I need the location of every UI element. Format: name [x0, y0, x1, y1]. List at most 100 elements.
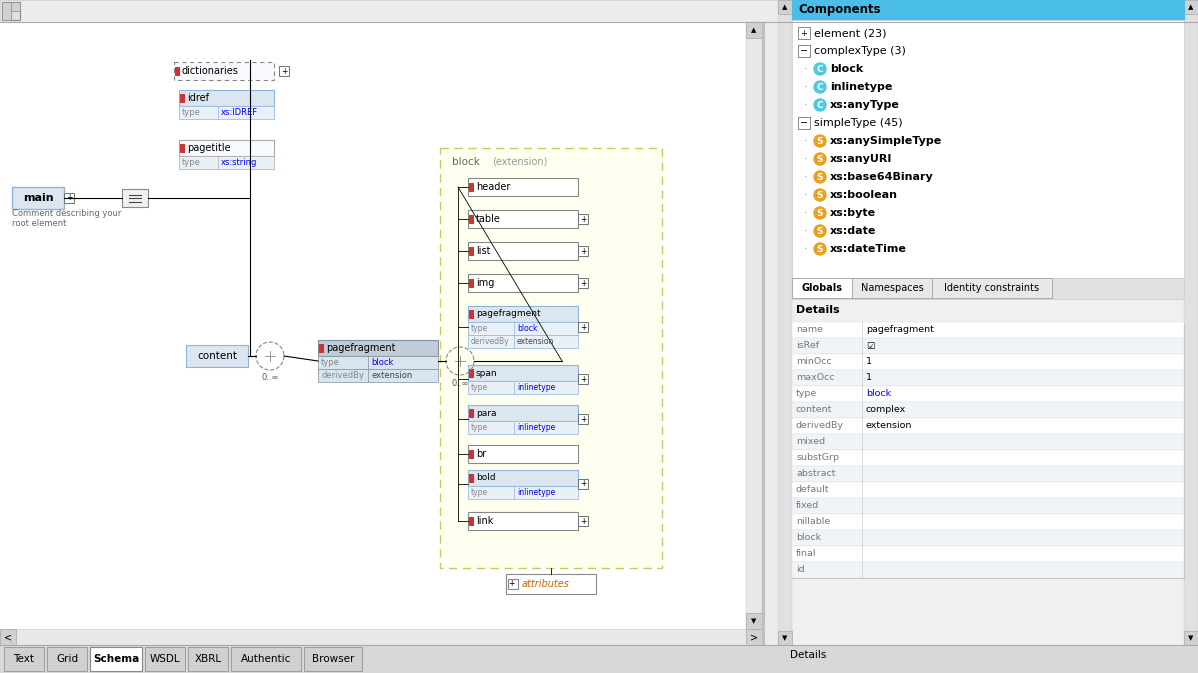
Circle shape	[813, 189, 825, 201]
Text: pagefragment: pagefragment	[326, 343, 395, 353]
Text: S: S	[817, 244, 823, 254]
Bar	[468, 512, 577, 530]
Bar	[792, 562, 1184, 578]
Text: mixed: mixed	[795, 437, 825, 446]
Text: Browser: Browser	[311, 654, 355, 664]
Bar	[468, 306, 577, 322]
Text: maxOcc: maxOcc	[795, 374, 835, 382]
Text: Authentic: Authentic	[241, 654, 291, 664]
Text: +: +	[580, 279, 586, 287]
Bar	[468, 242, 577, 260]
Text: complexType (3): complexType (3)	[813, 46, 906, 56]
Bar	[47, 647, 87, 671]
Bar	[468, 450, 473, 458]
Circle shape	[813, 225, 825, 237]
Text: block: block	[452, 157, 480, 167]
Text: S: S	[817, 227, 823, 236]
Text: span: span	[476, 369, 497, 378]
Text: inlinetype: inlinetype	[518, 488, 555, 497]
Bar	[792, 20, 1184, 278]
Bar	[0, 0, 1198, 22]
Bar	[179, 106, 274, 119]
Bar	[179, 90, 274, 106]
Text: 1: 1	[866, 374, 872, 382]
Text: Grid: Grid	[56, 654, 78, 664]
Bar	[468, 215, 473, 223]
Text: C: C	[817, 83, 823, 92]
Text: id: id	[795, 565, 805, 575]
Circle shape	[813, 207, 825, 219]
Text: S: S	[817, 209, 823, 217]
Bar	[778, 645, 837, 665]
Bar	[63, 193, 74, 203]
Text: pagefragment: pagefragment	[476, 310, 540, 318]
Bar	[0, 22, 762, 645]
Bar	[304, 647, 362, 671]
Text: extension: extension	[371, 371, 412, 380]
Bar	[468, 279, 473, 287]
Text: Components: Components	[798, 3, 881, 17]
Text: br: br	[476, 449, 486, 459]
Bar	[179, 140, 274, 156]
Text: +: +	[66, 194, 72, 203]
Text: list: list	[476, 246, 490, 256]
Text: +: +	[580, 516, 586, 526]
Text: Namespaces: Namespaces	[860, 283, 924, 293]
Text: element (23): element (23)	[813, 28, 887, 38]
Bar	[468, 405, 577, 421]
Text: WSDL: WSDL	[150, 654, 181, 664]
Bar	[792, 402, 1184, 418]
Text: Details: Details	[789, 650, 827, 660]
Bar	[468, 421, 577, 434]
Text: ▼: ▼	[1188, 635, 1193, 641]
Bar	[577, 322, 588, 332]
Bar	[577, 374, 588, 384]
Text: isRef: isRef	[795, 341, 819, 351]
Circle shape	[813, 243, 825, 255]
Text: img: img	[476, 278, 495, 288]
Text: +: +	[580, 415, 586, 423]
Bar	[778, 0, 792, 645]
Bar	[762, 22, 764, 645]
Text: +: +	[580, 374, 586, 384]
Bar	[2, 2, 20, 20]
Text: +: +	[508, 579, 514, 588]
Bar	[792, 370, 1184, 386]
Text: content: content	[795, 406, 833, 415]
Bar	[468, 470, 577, 486]
Text: abstract: abstract	[795, 470, 835, 479]
Bar	[468, 517, 473, 525]
Text: inlinetype: inlinetype	[518, 423, 555, 432]
Text: xs:base64Binary: xs:base64Binary	[830, 172, 933, 182]
Bar	[180, 144, 184, 152]
Text: ·: ·	[804, 244, 807, 254]
Bar	[577, 278, 588, 288]
Text: +: +	[580, 215, 586, 223]
Text: ▲: ▲	[782, 4, 788, 10]
Text: −: −	[800, 118, 809, 128]
Text: type: type	[182, 158, 201, 167]
Text: XBRL: XBRL	[194, 654, 222, 664]
Text: simpleType (45): simpleType (45)	[813, 118, 902, 128]
Text: bold: bold	[476, 474, 496, 483]
Bar	[506, 574, 595, 594]
Text: extension: extension	[866, 421, 913, 431]
Bar	[186, 345, 248, 367]
Text: xs:anyType: xs:anyType	[830, 100, 900, 110]
Circle shape	[813, 153, 825, 165]
Text: Text: Text	[13, 654, 35, 664]
Bar	[746, 22, 762, 629]
Text: Globals: Globals	[801, 283, 842, 293]
Bar	[468, 369, 473, 377]
Text: default: default	[795, 485, 829, 495]
Bar	[468, 486, 577, 499]
Bar	[746, 613, 762, 629]
Text: Details: Details	[795, 305, 840, 315]
Bar	[468, 178, 577, 196]
Bar	[1184, 0, 1198, 14]
Bar	[778, 631, 792, 645]
Bar	[188, 647, 228, 671]
Text: +: +	[580, 246, 586, 256]
Bar	[778, 0, 1198, 645]
Text: ·: ·	[804, 208, 807, 218]
